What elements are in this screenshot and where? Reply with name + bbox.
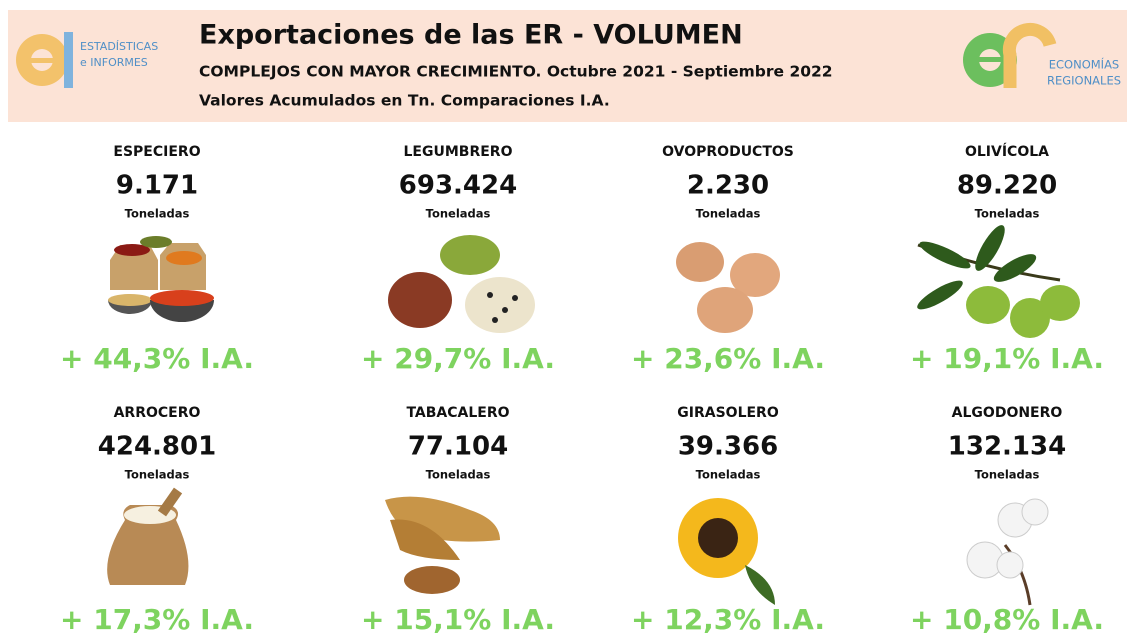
logo-text: ECONOMÍAS <box>1049 57 1119 72</box>
item-volume: 2.230 <box>687 171 769 201</box>
item-growth: + 44,3% I.A. <box>60 342 254 375</box>
item-volume: 424.801 <box>98 432 216 462</box>
item-unit: Toneladas <box>125 207 190 221</box>
rice-image <box>107 488 188 585</box>
logo-text: ESTADÍSTICAS <box>80 40 158 53</box>
item-volume: 693.424 <box>399 171 517 201</box>
item-growth: + 12,3% I.A. <box>631 603 825 636</box>
item-unit: Toneladas <box>426 207 491 221</box>
item-unit: Toneladas <box>975 468 1040 482</box>
item-growth: + 17,3% I.A. <box>60 603 254 636</box>
item-volume: 77.104 <box>408 432 508 462</box>
sunflower-image <box>678 498 775 605</box>
logo-text: e INFORMES <box>80 56 148 69</box>
subtitle: COMPLEJOS CON MAYOR CRECIMIENTO. Octubre… <box>199 63 833 81</box>
item-volume: 132.134 <box>948 432 1066 462</box>
item-volume: 9.171 <box>116 171 198 201</box>
item-name: ESPECIERO <box>113 144 200 160</box>
eggs-image <box>676 242 780 333</box>
legumes-image <box>388 235 535 333</box>
infographic: ESTADÍSTICAS e INFORMES Exportaciones de… <box>0 0 1135 637</box>
tobacco-image <box>385 497 500 594</box>
item-unit: Toneladas <box>696 207 761 221</box>
item-unit: Toneladas <box>426 468 491 482</box>
item-unit: Toneladas <box>125 468 190 482</box>
item-growth: + 19,1% I.A. <box>910 342 1104 375</box>
item-name: ALGODONERO <box>952 405 1063 421</box>
item-name: OLIVÍCOLA <box>965 143 1049 160</box>
logo-text: REGIONALES <box>1047 74 1121 88</box>
item-name: TABACALERO <box>406 405 509 421</box>
item-name: LEGUMBRERO <box>404 144 513 160</box>
spices-image <box>108 236 214 322</box>
item-unit: Toneladas <box>696 468 761 482</box>
cotton-image <box>967 499 1048 605</box>
item-name: OVOPRODUCTOS <box>662 144 794 160</box>
olives-image <box>914 221 1080 338</box>
item-volume: 89.220 <box>957 171 1057 201</box>
title: Exportaciones de las ER - VOLUMEN <box>199 20 743 51</box>
item-growth: + 23,6% I.A. <box>631 342 825 375</box>
item-unit: Toneladas <box>975 207 1040 221</box>
item-name: ARROCERO <box>114 405 201 421</box>
item-growth: + 15,1% I.A. <box>361 603 555 636</box>
note: Valores Acumulados en Tn. Comparaciones … <box>199 92 610 110</box>
item-growth: + 29,7% I.A. <box>361 342 555 375</box>
item-volume: 39.366 <box>678 432 778 462</box>
item-name: GIRASOLERO <box>677 405 779 421</box>
item-growth: + 10,8% I.A. <box>910 603 1104 636</box>
